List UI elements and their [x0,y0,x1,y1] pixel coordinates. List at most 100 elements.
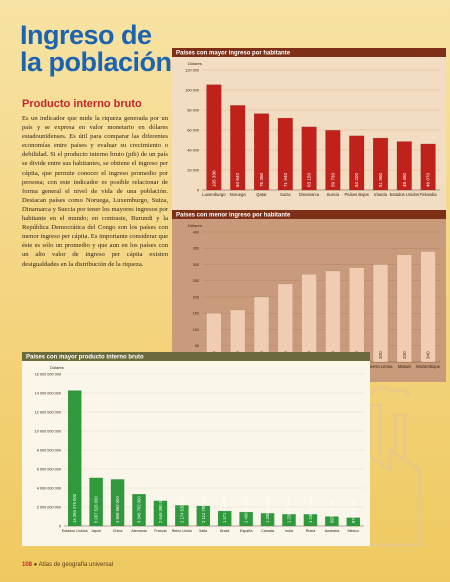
value-label: 2 649 390 000 [158,496,163,523]
y-tick-label: 4 000 000 000 [37,486,61,490]
bar [303,514,318,527]
y-tick-label: 0 [197,188,199,192]
value-label: 63 150 [307,173,312,187]
bar [175,505,189,527]
bar [277,117,293,191]
bar [420,143,436,191]
bar [196,505,211,527]
x-tick-label: España [240,529,253,533]
section-heading: Producto interno bruto [22,98,142,110]
value-label: 2 174 530 000 [179,496,184,523]
value-label: 84 640 [235,173,240,187]
x-tick-label: Malawi [398,364,411,369]
y-tick-label: 350 [193,247,199,251]
x-tick-label: Estados Unidos [62,529,88,533]
footer-text: Atlas de geografía universal [38,562,114,568]
bar [346,517,361,527]
bar [372,137,389,191]
y-tick-label: 50 [195,344,199,348]
bar [230,105,246,191]
x-tick-label: Japón [91,529,101,533]
value-label: 14 256 275 000 [72,493,77,523]
value-label: 48 480 [402,173,407,187]
chart-title: Países con menor ingreso por habitante [176,213,291,219]
bar [301,274,317,363]
x-tick-label: Sierra Leona [369,364,394,369]
y-tick-label: 12 000 000 000 [35,410,61,414]
x-tick-label: Finlandia [420,192,438,197]
bar [153,500,168,527]
x-tick-label: Dinamarca [299,192,320,197]
bar [206,84,222,191]
y-tick-label: 300 [193,263,199,267]
x-tick-label: México [347,529,359,533]
bar [349,135,365,191]
y-tick-label: 400 [193,230,199,234]
y-tick-label: 200 [193,295,199,299]
page-number: 108 [22,562,33,568]
bar [325,516,339,527]
y-tick-label: 100 [193,328,199,332]
bar [325,270,341,363]
x-tick-label: Suecia [326,192,339,197]
x-tick-label: Rusia [306,529,316,533]
page-title: Ingreso de la población [20,20,172,77]
value-label: 1 235 975 000 [287,496,292,523]
chart-title: Países con mayor producto interno bruto [26,355,144,361]
value-label: 54 200 [354,173,359,187]
x-tick-label: Australia [325,529,340,533]
value-label: 330 [402,351,407,359]
x-tick-label: Suiza [280,192,291,197]
y-tick-label: 8 000 000 000 [37,448,61,452]
bar [282,514,296,527]
value-label: 4 908 982 000 [115,496,120,523]
x-tick-label: Noruega [230,192,247,197]
bar [372,264,389,363]
bar [325,130,341,191]
value-label: 997 201 000 [329,499,334,523]
value-label: 300 [378,351,383,359]
chart-header [172,210,446,219]
x-tick-label: Mozambique [416,364,441,369]
bar [396,254,412,363]
y-tick-label: 20 000 [187,168,199,172]
x-tick-label: China [113,529,124,533]
value-label: 3 346 702 000 [137,496,142,523]
y-tick-label: 250 [193,279,199,283]
y-axis-label: Dólares [50,365,64,370]
x-tick-label: Francia [154,529,167,533]
value-label: 1 336 068 000 [265,496,270,523]
x-tick-label: Países Bajos [344,192,368,197]
bar [132,494,146,527]
chart-title: Países con mayor ingreso por habitante [176,51,291,57]
x-tick-label: Estados Unidos [390,192,419,197]
y-tick-label: 150 [193,312,199,316]
y-tick-label: 120 000 [185,68,199,72]
y-tick-label: 2 000 000 000 [37,505,61,509]
y-axis-label: Dólares [188,61,202,66]
bar [217,510,232,527]
chart-header [172,48,446,57]
bar [301,126,317,191]
x-tick-label: Alemania [131,529,147,533]
bar [239,511,253,527]
value-label: 1 571 979 000 [222,496,227,523]
y-tick-label: 100 000 [185,88,199,92]
value-label: 76 380 [259,173,264,187]
value-label: 5 067 526 000 [94,496,99,523]
bar [110,479,125,527]
value-label: 105 330 [211,170,216,187]
value-label: 874 902 000 [351,499,356,523]
y-tick-label: 0 [59,524,61,528]
x-tick-label: Brasil [220,529,229,533]
value-label: 1 230 726 000 [308,496,313,523]
bar [420,251,436,363]
y-axis-label: Dólares [188,223,202,228]
value-label: 46 070 [426,173,431,187]
y-tick-label: 6 000 000 000 [37,467,61,471]
x-tick-label: Qatar [256,192,267,197]
y-tick-label: 14 000 000 000 [35,391,61,395]
value-label: 1 460 250 000 [244,496,249,523]
